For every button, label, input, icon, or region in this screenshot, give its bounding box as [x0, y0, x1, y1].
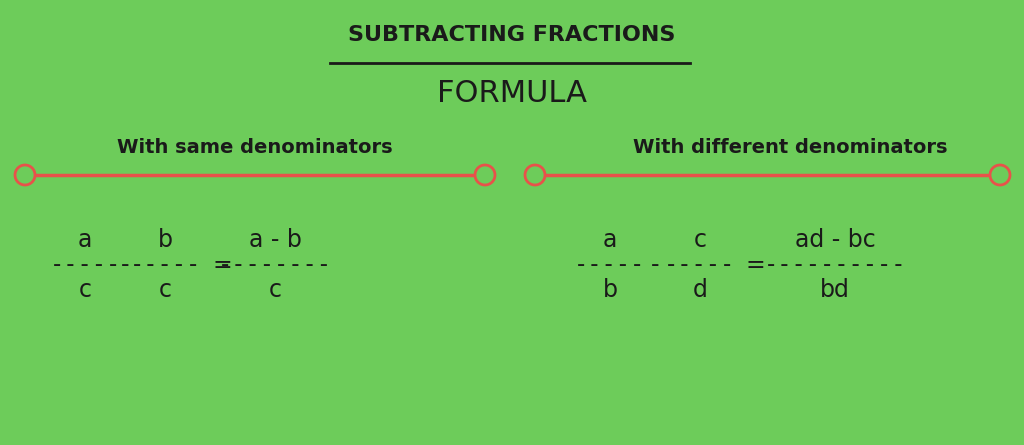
Text: d: d	[692, 278, 708, 302]
Text: -----: -----	[665, 253, 735, 277]
Text: b: b	[602, 278, 617, 302]
Text: =: =	[212, 253, 231, 277]
Text: With same denominators: With same denominators	[117, 138, 393, 157]
Text: bd: bd	[820, 278, 850, 302]
Text: ad - bc: ad - bc	[795, 228, 876, 252]
Text: -----: -----	[129, 253, 201, 277]
Text: a - b: a - b	[249, 228, 301, 252]
Text: --------: --------	[218, 253, 332, 277]
Text: c: c	[693, 228, 707, 252]
Circle shape	[990, 165, 1010, 185]
Text: ----------: ----------	[764, 253, 906, 277]
Text: SUBTRACTING FRACTIONS: SUBTRACTING FRACTIONS	[348, 25, 676, 45]
Text: =: =	[745, 253, 765, 277]
Text: a: a	[78, 228, 92, 252]
Text: -----: -----	[49, 253, 121, 277]
Text: FORMULA: FORMULA	[437, 78, 587, 108]
Text: c: c	[159, 278, 171, 302]
Text: a: a	[603, 228, 617, 252]
Text: With different denominators: With different denominators	[633, 138, 947, 157]
Text: b: b	[158, 228, 172, 252]
Text: c: c	[79, 278, 91, 302]
Circle shape	[525, 165, 545, 185]
Text: -----: -----	[574, 253, 645, 277]
Circle shape	[475, 165, 495, 185]
Text: -: -	[121, 253, 129, 277]
Text: -: -	[650, 253, 659, 277]
Text: c: c	[268, 278, 282, 302]
Circle shape	[15, 165, 35, 185]
